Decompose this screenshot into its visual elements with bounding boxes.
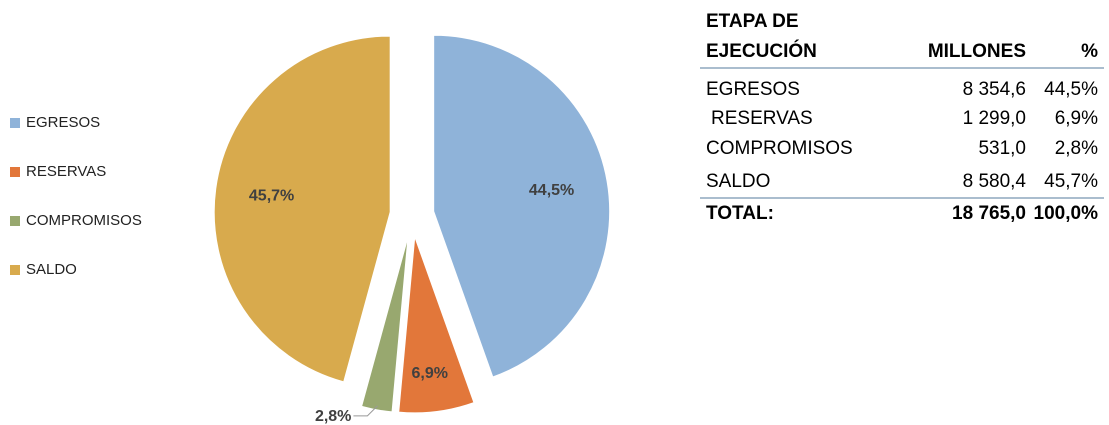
pie-slice — [398, 236, 475, 414]
table-cell: EGRESOS — [706, 79, 800, 100]
table-cell: 45,7% — [1044, 171, 1098, 192]
pie-slice — [433, 34, 611, 378]
legend-swatch — [10, 118, 20, 128]
table-cell: 531,0 — [978, 138, 1026, 159]
table-cell: SALDO — [706, 171, 770, 192]
legend-label: EGRESOS — [26, 114, 100, 131]
table-total: 100,0% — [1034, 203, 1099, 224]
table-cell: 6,9% — [1055, 108, 1098, 129]
table-cell: 44,5% — [1044, 79, 1098, 100]
table-cell: 8 354,6 — [963, 79, 1026, 100]
data-label: 2,8% — [315, 408, 351, 425]
legend-label: RESERVAS — [26, 163, 106, 180]
pie-slice — [360, 236, 409, 413]
table-header: MILLONES — [928, 41, 1026, 62]
data-label: 6,9% — [412, 365, 448, 382]
legend-swatch — [10, 216, 20, 226]
table-cell: RESERVAS — [711, 108, 813, 129]
table-header: ETAPA DE — [706, 11, 799, 32]
table-total: TOTAL: — [706, 203, 774, 224]
legend-label: SALDO — [26, 261, 77, 278]
legend-swatch — [10, 265, 20, 275]
table-cell: 2,8% — [1055, 138, 1098, 159]
table-header: % — [1081, 41, 1098, 62]
leader-line — [353, 405, 378, 417]
data-label: 45,7% — [249, 187, 294, 204]
table-cell: 1 299,0 — [963, 108, 1026, 129]
data-label: 44,5% — [529, 182, 574, 199]
legend-label: COMPROMISOS — [26, 212, 142, 229]
table-total: 18 765,0 — [952, 203, 1026, 224]
table-cell: COMPROMISOS — [706, 138, 853, 159]
table-cell: 8 580,4 — [963, 171, 1027, 192]
pie-slice — [213, 35, 391, 383]
legend-swatch — [10, 167, 20, 177]
table-header: EJECUCIÓN — [706, 40, 817, 62]
